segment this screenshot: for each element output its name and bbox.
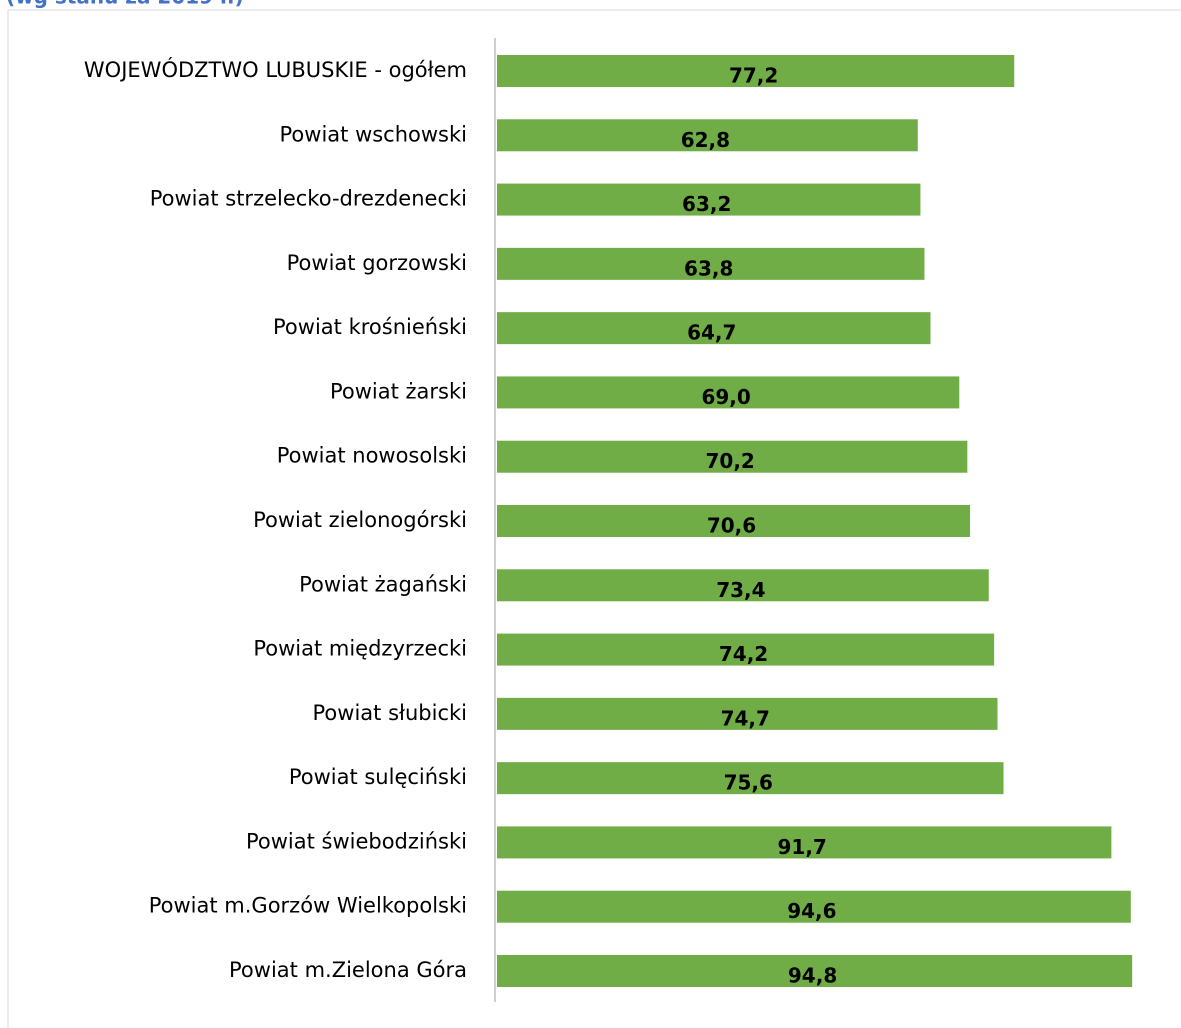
bar — [497, 247, 925, 280]
value-label: 91,7 — [778, 835, 827, 859]
category-label: Powiat sulęciński — [289, 765, 467, 789]
bar — [497, 312, 931, 345]
value-label: 94,6 — [787, 899, 836, 923]
category-label: Powiat m.Zielona Góra — [229, 958, 467, 982]
value-label: 74,7 — [721, 706, 770, 730]
bar — [497, 55, 1015, 87]
value-label: 70,6 — [707, 514, 756, 538]
category-label: Powiat międzyrzecki — [253, 637, 467, 661]
value-label: 64,7 — [687, 321, 736, 345]
value-label: 69,0 — [701, 385, 750, 409]
bar — [497, 440, 968, 473]
value-label: 94,8 — [788, 964, 837, 988]
category-label: Powiat słubicki — [313, 701, 467, 725]
category-label: Powiat żarski — [330, 379, 467, 403]
bar — [497, 890, 1131, 923]
category-label: Powiat żagański — [299, 572, 467, 596]
bar — [497, 697, 998, 730]
category-label: Powiat gorzowski — [287, 251, 467, 275]
category-label: Powiat wschowski — [280, 122, 467, 146]
value-label: 75,6 — [724, 771, 773, 795]
category-label: Powiat krośnieński — [273, 315, 467, 339]
category-label: Powiat m.Gorzów Wielkopolski — [149, 894, 467, 918]
category-label: Powiat nowosolski — [277, 444, 467, 468]
bar — [497, 633, 995, 666]
bar — [497, 826, 1112, 859]
bar — [497, 119, 918, 152]
value-label: 70,2 — [705, 449, 754, 473]
value-label: 63,8 — [684, 256, 733, 280]
category-label: WOJEWÓDZTWO LUBUSKIE - ogółem — [84, 57, 467, 82]
value-label: 77,2 — [729, 64, 778, 88]
bar — [497, 183, 921, 216]
bar — [497, 505, 971, 537]
bar — [497, 955, 1133, 987]
category-label: Powiat zielonogórski — [253, 508, 467, 532]
bar — [497, 376, 960, 409]
value-label: 74,2 — [719, 642, 768, 666]
chart-frame — [7, 9, 1181, 1028]
chart-title: (wg stanu za 2019 r.) — [6, 0, 244, 9]
value-label: 63,2 — [682, 192, 731, 216]
value-label: 73,4 — [716, 578, 765, 602]
category-label: Powiat świebodziński — [246, 829, 467, 853]
category-label: Powiat strzelecko-drezdenecki — [150, 187, 467, 211]
value-label: 62,8 — [681, 128, 730, 152]
bar — [497, 569, 989, 602]
bar — [497, 762, 1004, 795]
